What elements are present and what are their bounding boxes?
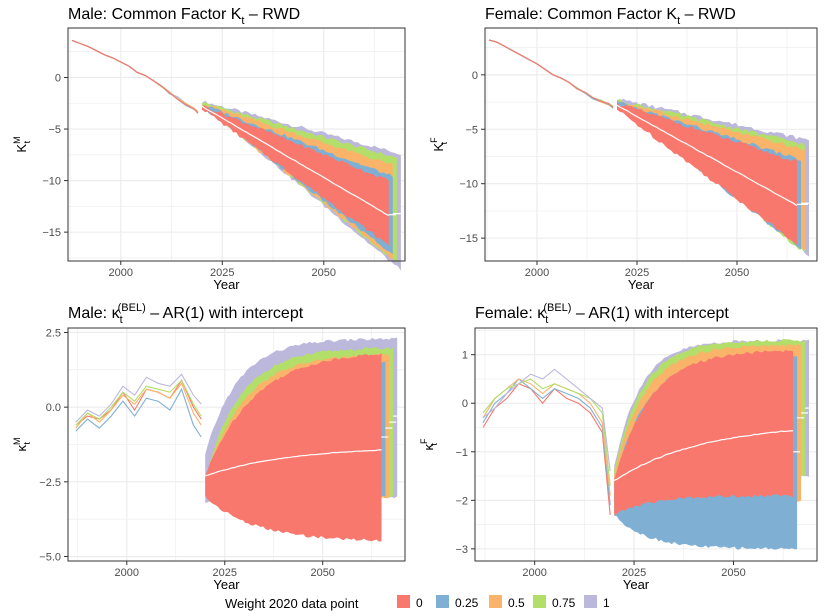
band-weight-0 — [205, 353, 382, 542]
plot-frame — [67, 27, 406, 262]
history-line-weight-0 — [482, 383, 611, 515]
band-weight-0 — [202, 105, 389, 246]
legend-swatch-025 — [436, 595, 449, 608]
panel-male-kappa-bel: 2000 2025 2050 2.5 0.0 −2.5 −5.0 Year κMt Male: κ… — [12, 302, 406, 592]
legend-label-05: 0.5 — [508, 596, 525, 610]
y-axis-label: KFt — [429, 137, 449, 152]
legend-swatch-0 — [397, 595, 410, 608]
x-tick-label: 2025 — [622, 567, 646, 579]
median-line — [613, 430, 794, 481]
y-tick-label: 2.5 — [46, 327, 61, 339]
y-tick-label: −15 — [459, 233, 478, 245]
plot-frame — [484, 27, 818, 262]
y-tick-label: 0.0 — [46, 402, 61, 414]
legend: Weight 2020 data point 0 0.25 0.5 0.75 1 — [225, 595, 610, 611]
history-line-weight-0_75 — [75, 379, 202, 426]
y-axis-label: KMt — [12, 136, 32, 152]
panel-male-common-factor: 2000 2025 2050 0 −5 −10 −15 Year KMt Male: Common… — [12, 6, 406, 292]
legend-swatch-1 — [584, 595, 597, 608]
history-line — [488, 39, 614, 108]
panel-title: Female: Common Factor Kt – RWD — [485, 6, 736, 27]
history-line — [71, 39, 199, 114]
x-tick-label: 2050 — [721, 567, 745, 579]
legend-label-075: 0.75 — [552, 596, 576, 610]
history-line-weight-0_25 — [75, 387, 202, 438]
x-tick-label: 2000 — [115, 567, 139, 579]
y-tick-label: 0 — [472, 70, 478, 82]
median-line — [616, 104, 798, 207]
y-tick-label: −3 — [455, 544, 468, 556]
panel-title: Male: κt(BEL) – AR(1) with intercept — [68, 302, 304, 326]
history-line-weight-0_5 — [75, 382, 202, 429]
y-tick-label: −5 — [48, 124, 61, 136]
legend-label-025: 0.25 — [455, 596, 479, 610]
y-tick-label: −15 — [42, 227, 61, 239]
x-tick-label: 2000 — [109, 267, 133, 279]
x-axis-label: Year — [628, 277, 655, 292]
panel-female-common-factor: 2000 2025 2050 0 −5 −10 −15 Year KFt Female: Comm… — [429, 6, 818, 292]
history-line-weight-1 — [482, 368, 611, 472]
x-tick-label: 2000 — [525, 267, 549, 279]
y-tick-label: −2 — [455, 495, 468, 507]
y-tick-label: 0 — [462, 398, 468, 410]
y-tick-label: 1 — [462, 350, 468, 362]
legend-swatch-05 — [489, 595, 502, 608]
legend-swatch-075 — [533, 595, 546, 608]
x-tick-label: 2050 — [312, 267, 336, 279]
legend-label-0: 0 — [416, 596, 423, 610]
x-tick-label: 2050 — [310, 567, 334, 579]
y-tick-label: −1 — [455, 447, 468, 459]
x-axis-label: Year — [213, 577, 240, 592]
y-tick-label: 0 — [55, 72, 61, 84]
panel-title: Male: Common Factor Kt – RWD — [68, 6, 300, 27]
plot-frame — [474, 327, 818, 562]
panel-title: Female: κt(BEL) – AR(1) with intercept — [475, 302, 729, 326]
x-tick-label: 2025 — [210, 267, 234, 279]
legend-title: Weight 2020 data point — [225, 596, 359, 611]
y-axis-label: κMt — [12, 438, 32, 452]
median-line — [205, 449, 382, 477]
median-line — [201, 105, 390, 217]
plot-frame — [67, 327, 406, 562]
band-weight-0 — [617, 102, 797, 246]
x-tick-label: 2025 — [213, 567, 237, 579]
history-line-weight-1 — [75, 373, 202, 423]
y-tick-label: −10 — [42, 176, 61, 188]
band-weight-0 — [614, 350, 794, 515]
legend-label-1: 1 — [603, 596, 610, 610]
panel-female-kappa-bel: 2000 2025 2050 1 0 −1 −2 −3 Year κFt Female: κt(BE… — [419, 302, 818, 592]
y-tick-label: −2.5 — [39, 477, 61, 489]
history-line-weight-0_75 — [482, 378, 611, 486]
y-tick-label: −5 — [465, 124, 478, 136]
x-axis-label: Year — [213, 277, 240, 292]
y-axis-label: κFt — [419, 438, 439, 451]
y-tick-label: −5.0 — [39, 552, 61, 564]
x-tick-label: 2000 — [522, 567, 546, 579]
y-tick-label: −10 — [459, 179, 478, 191]
x-tick-label: 2025 — [625, 267, 649, 279]
x-tick-label: 2050 — [725, 267, 749, 279]
x-axis-label: Year — [623, 577, 650, 592]
